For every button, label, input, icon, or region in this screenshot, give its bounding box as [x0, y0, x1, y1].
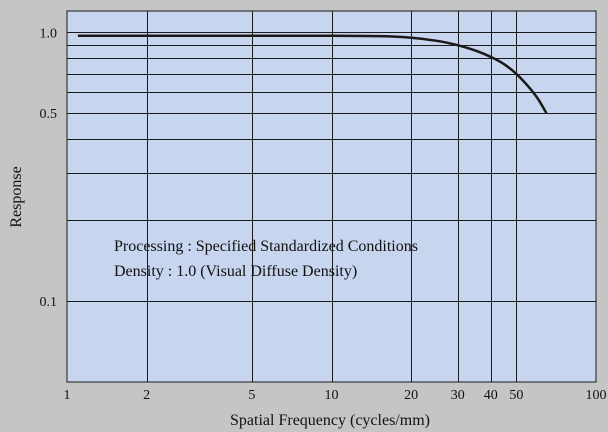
plot-area — [67, 11, 596, 382]
annotation-processing: Processing : Specified Standardized Cond… — [114, 238, 418, 255]
annotation-density: Density : 1.0 (Visual Diffuse Density) — [114, 263, 357, 280]
plot-frame — [66, 10, 597, 383]
y-tick-label: 0.5 — [40, 107, 58, 122]
x-axis-label: Spatial Frequency (cycles/mm) — [230, 412, 430, 429]
y-tick-label: 1.0 — [40, 26, 58, 41]
x-tick-label: 40 — [484, 388, 498, 403]
response-curve — [77, 34, 548, 114]
x-tick-label: 20 — [404, 388, 418, 403]
x-tick-label: 50 — [509, 388, 523, 403]
x-tick-label: 10 — [325, 388, 339, 403]
x-tick-label: 2 — [143, 388, 150, 403]
x-tick-label: 100 — [586, 388, 607, 403]
x-tick-label: 5 — [248, 388, 255, 403]
x-tick-label: 1 — [64, 388, 71, 403]
y-tick-labels: 1.0 0.5 0.1 — [40, 26, 58, 310]
y-axis-label: Response — [8, 166, 25, 227]
grid — [67, 11, 596, 382]
y-tick-label: 0.1 — [40, 295, 58, 310]
x-tick-label: 30 — [451, 388, 465, 403]
x-tick-labels: 1 2 5 10 20 30 40 50 100 — [64, 388, 607, 403]
